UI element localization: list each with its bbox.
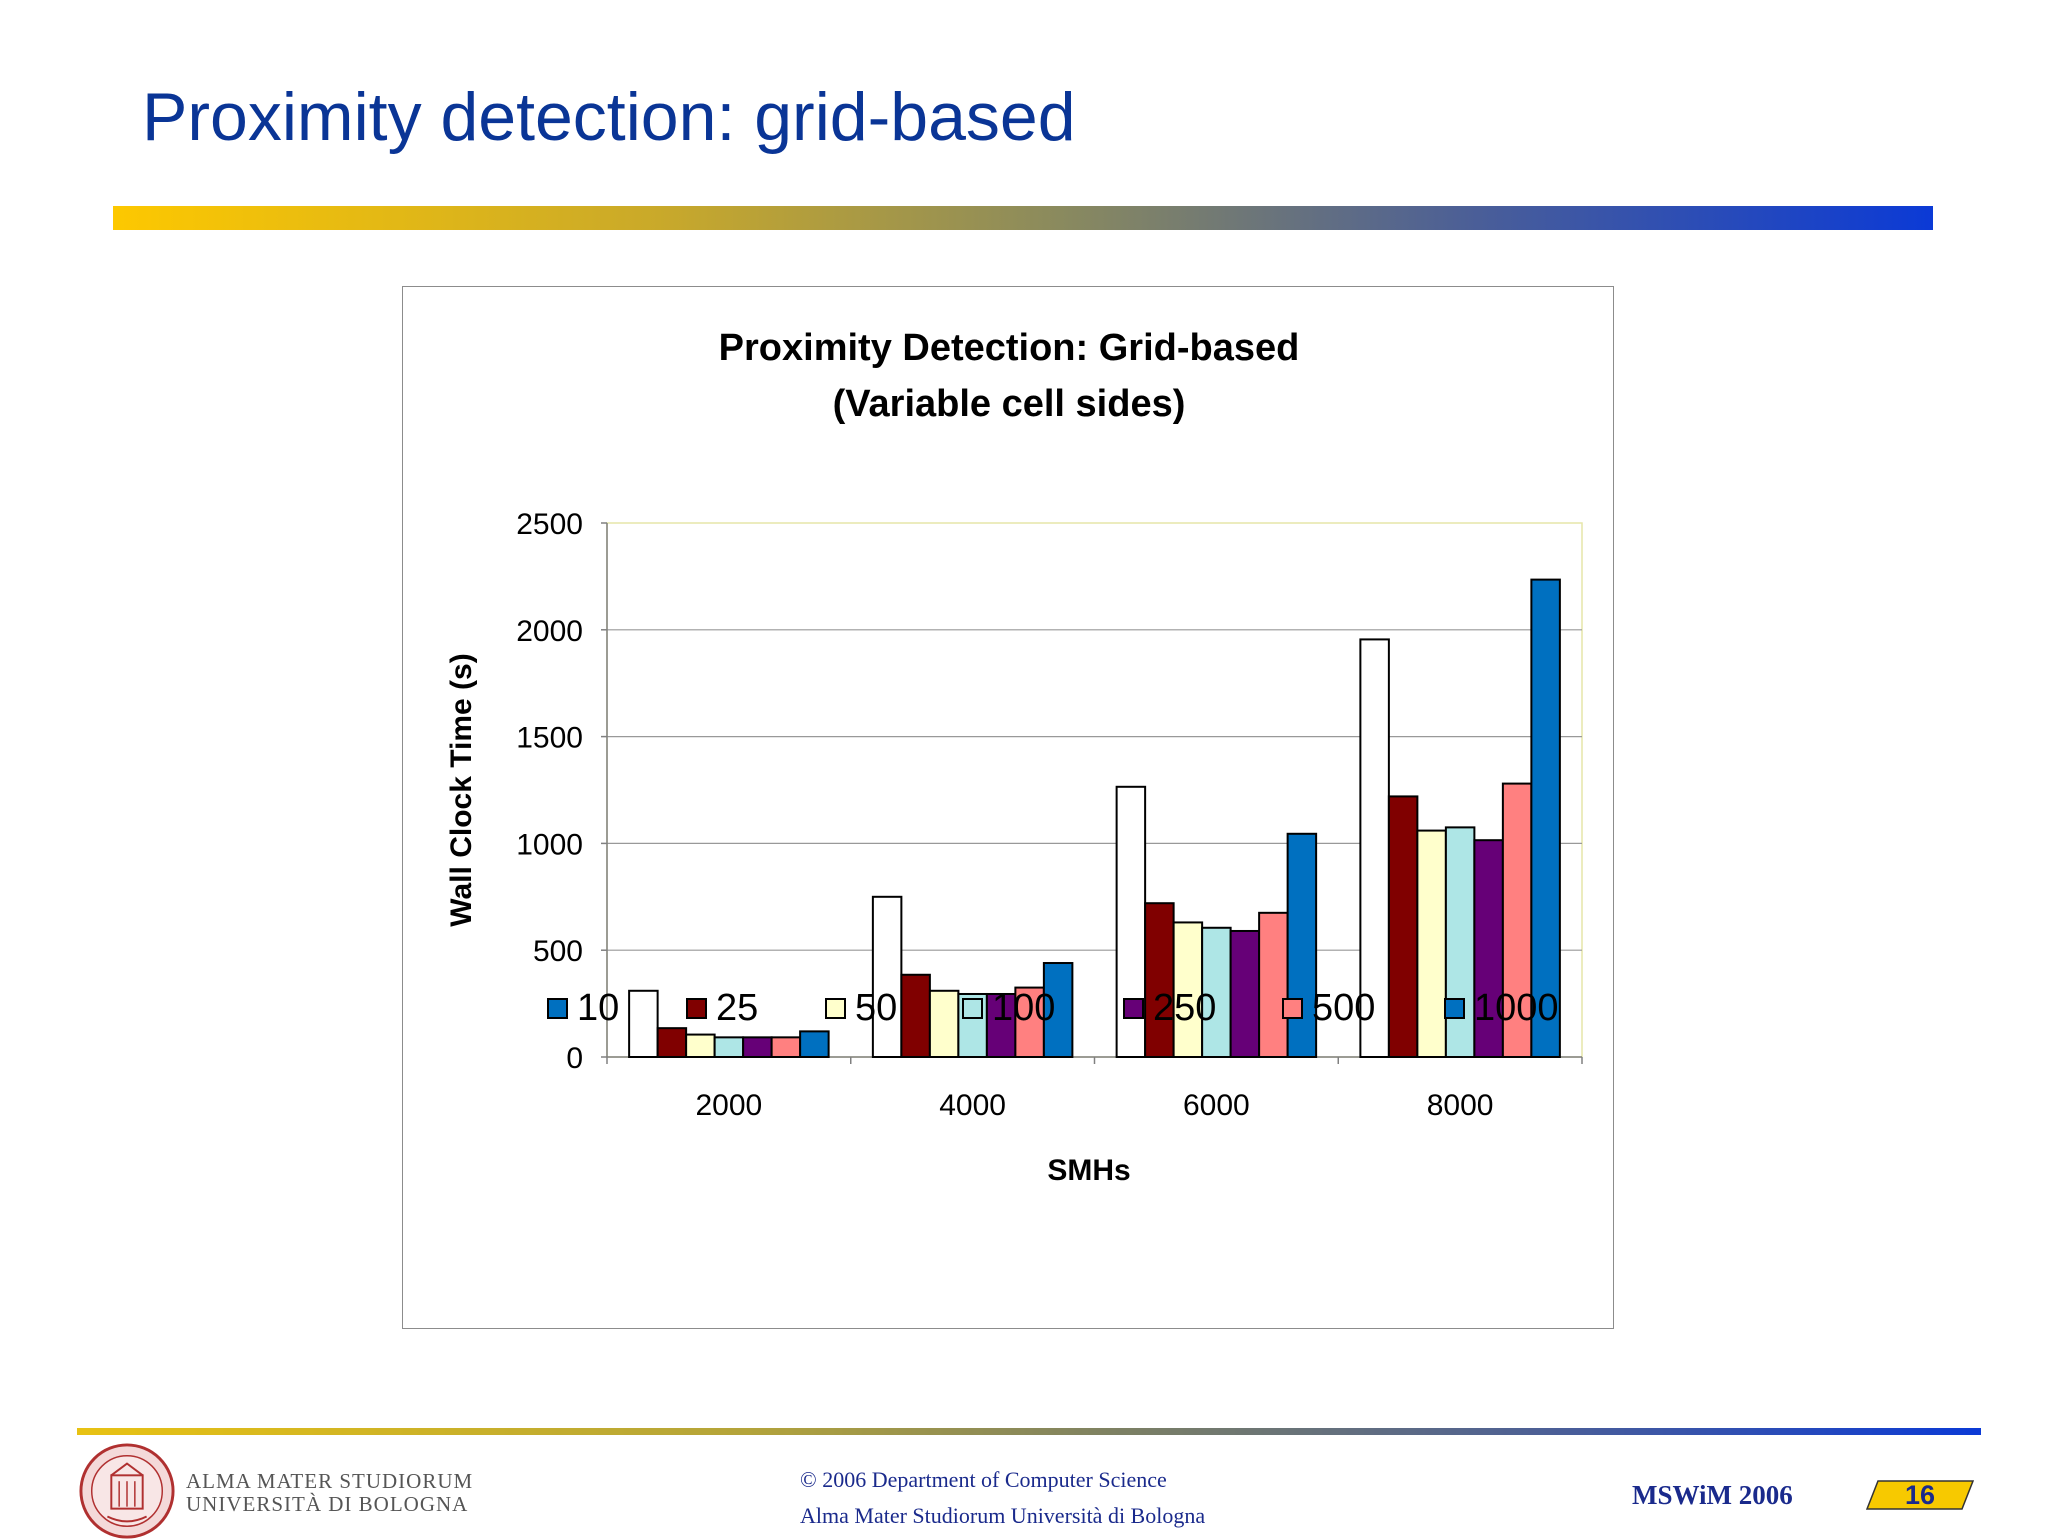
bar bbox=[1144, 902, 1175, 1059]
legend-label: 10 bbox=[577, 987, 619, 1029]
bar bbox=[799, 1030, 830, 1058]
footer-copyright: © 2006 Department of Computer Science bbox=[800, 1467, 1167, 1492]
legend-swatch bbox=[825, 998, 846, 1019]
bar bbox=[1359, 638, 1390, 1058]
legend-swatch bbox=[1282, 998, 1303, 1019]
y-tick-label: 2000 bbox=[516, 615, 583, 648]
legend-label: 25 bbox=[716, 987, 758, 1029]
bar bbox=[1042, 962, 1074, 1058]
legend-label: 50 bbox=[855, 987, 897, 1029]
bar bbox=[770, 1036, 802, 1059]
legend-swatch bbox=[1123, 998, 1144, 1019]
bar bbox=[1229, 929, 1261, 1059]
bar bbox=[1444, 826, 1476, 1058]
legend-label: 1000 bbox=[1474, 987, 1559, 1029]
bar bbox=[656, 1027, 688, 1059]
footer-divider-bar bbox=[77, 1428, 1981, 1435]
legend-label: 100 bbox=[992, 987, 1055, 1029]
legend-swatch bbox=[686, 998, 707, 1019]
y-tick-label: 0 bbox=[566, 1042, 583, 1075]
y-axis-label: Wall Clock Time (s) bbox=[445, 653, 478, 926]
footer-institution: Alma Mater Studiorum Università di Bolog… bbox=[800, 1503, 1206, 1528]
bar bbox=[1501, 782, 1533, 1058]
bar bbox=[928, 989, 960, 1058]
bar bbox=[628, 989, 659, 1058]
university-seal-logo bbox=[79, 1443, 175, 1539]
legend-label: 250 bbox=[1153, 987, 1216, 1029]
bar bbox=[1473, 839, 1504, 1058]
x-tick-label: 6000 bbox=[1183, 1089, 1250, 1122]
chart-title-line: (Variable cell sides) bbox=[833, 383, 1186, 425]
legend-label: 500 bbox=[1312, 987, 1375, 1029]
y-tick-label: 2500 bbox=[516, 508, 583, 541]
bar bbox=[742, 1036, 773, 1059]
bar bbox=[1387, 795, 1419, 1058]
y-tick-label: 1500 bbox=[516, 722, 583, 755]
footer-credits: © 2006 Department of Computer Science Al… bbox=[800, 1462, 1205, 1534]
bar bbox=[871, 895, 903, 1058]
university-name-line2: UNIVERSITÀ DI BOLOGNA bbox=[186, 1492, 469, 1516]
bar bbox=[1258, 911, 1289, 1058]
slide-title: Proximity detection: grid-based bbox=[142, 79, 1076, 155]
bar bbox=[685, 1033, 716, 1059]
x-tick-label: 2000 bbox=[696, 1089, 763, 1122]
page-number: 16 bbox=[1904, 1480, 1936, 1510]
y-tick-label: 500 bbox=[533, 935, 583, 968]
bar bbox=[713, 1036, 745, 1059]
chart-frame: Proximity Detection: Grid-based (Variable… bbox=[402, 286, 1614, 1329]
university-name: ALMA MATER STUDIORUM UNIVERSITÀ DI BOLOG… bbox=[186, 1470, 473, 1516]
legend-swatch bbox=[1444, 998, 1465, 1019]
x-axis-label: SMHs bbox=[1047, 1154, 1130, 1187]
bar bbox=[1201, 926, 1232, 1058]
bar bbox=[900, 973, 931, 1058]
x-tick-label: 4000 bbox=[939, 1089, 1006, 1122]
bar bbox=[1530, 578, 1561, 1058]
legend-swatch bbox=[547, 998, 568, 1019]
conference-label: MSWiM 2006 bbox=[1632, 1480, 1793, 1510]
university-name-line1: ALMA MATER STUDIORUM bbox=[186, 1469, 474, 1493]
bar bbox=[1416, 829, 1447, 1058]
x-tick-label: 8000 bbox=[1427, 1089, 1494, 1122]
y-tick-label: 1000 bbox=[516, 828, 583, 861]
legend-swatch bbox=[962, 998, 983, 1019]
title-divider-bar bbox=[113, 206, 1933, 230]
page-number-badge bbox=[1866, 1480, 1974, 1510]
bar-chart: Proximity Detection: Grid-based (Variable… bbox=[445, 327, 1583, 1187]
bar bbox=[1286, 832, 1318, 1059]
chart-title-line: Proximity Detection: Grid-based bbox=[719, 327, 1300, 369]
